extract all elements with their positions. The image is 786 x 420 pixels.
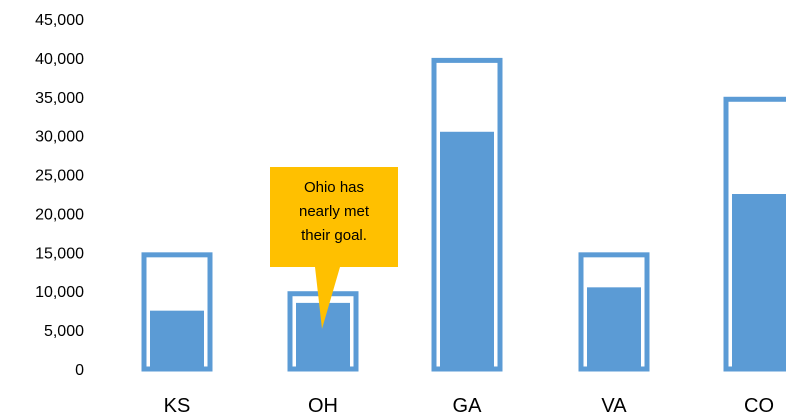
y-tick-label: 40,000 [35, 51, 84, 68]
callout-line-2: nearly met [299, 203, 370, 220]
y-tick-label: 25,000 [35, 168, 84, 185]
value-bar-ks [150, 310, 204, 369]
y-tick-label: 30,000 [35, 129, 84, 146]
callout-line-3: their goal. [301, 227, 367, 244]
category-label: GA [453, 395, 483, 417]
category-labels: KS OH GA VA CO [164, 395, 774, 417]
callout-shape [270, 167, 398, 329]
value-bar-ga [440, 131, 494, 369]
y-tick-label: 5,000 [44, 323, 84, 340]
y-axis-tick-labels: 0 5,000 10,000 15,000 20,000 25,000 30,000 35,0… [35, 12, 84, 379]
y-tick-label: 10,000 [35, 284, 84, 301]
callout: Ohio has nearly met their goal. [270, 167, 398, 329]
value-bar-co [732, 194, 786, 369]
y-tick-label: 35,000 [35, 90, 84, 107]
y-tick-label: 15,000 [35, 245, 84, 262]
y-tick-label: 45,000 [35, 12, 84, 29]
category-label: VA [601, 395, 627, 417]
y-tick-label: 0 [75, 362, 84, 379]
value-bars [150, 131, 786, 369]
callout-line-1: Ohio has [304, 179, 364, 196]
category-label: KS [164, 395, 191, 417]
value-bar-va [587, 287, 641, 369]
y-tick-label: 20,000 [35, 206, 84, 223]
category-label: CO [744, 395, 774, 417]
category-label: OH [308, 395, 338, 417]
